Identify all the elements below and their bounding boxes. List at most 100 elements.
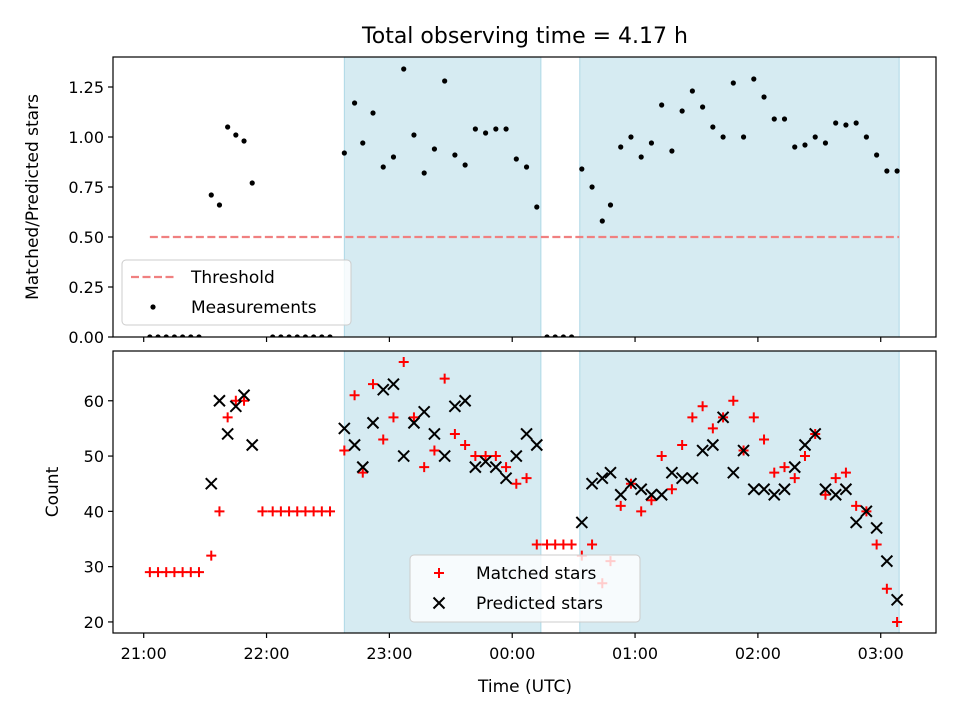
matched-star-marker	[470, 451, 481, 462]
measurements-legend-label: Measurements	[191, 298, 317, 318]
measurement-point	[874, 152, 880, 158]
measurement-point	[249, 180, 255, 186]
top-axes-frame	[112, 56, 937, 338]
matched-star-marker	[257, 506, 268, 517]
predicted-star-marker	[499, 471, 513, 485]
bottom-y-tick-label: 30	[84, 558, 104, 577]
measurements-legend-swatch	[150, 304, 156, 310]
measurement-point	[843, 122, 849, 128]
measurement-point	[163, 334, 169, 337]
measurement-point	[286, 334, 292, 337]
bottom-y-tick-label: 50	[84, 447, 104, 466]
matched-star-marker	[728, 395, 739, 406]
bottom-y-axis-label: Count	[43, 466, 63, 517]
predicted-star-marker	[624, 477, 638, 490]
measurement-point	[302, 334, 309, 337]
predicted-star-marker	[829, 488, 842, 501]
top-y-tick-label: 1.00	[68, 128, 104, 147]
top-y-tick-label: 0.25	[68, 278, 104, 297]
measurement-point	[833, 120, 839, 126]
matched-star-marker	[325, 506, 336, 517]
predicted-star-marker	[397, 449, 410, 463]
top-shaded-interval	[579, 57, 900, 337]
measurement-point	[700, 104, 706, 110]
measurement-point	[771, 116, 777, 122]
measurement-point	[853, 120, 859, 126]
matched-star-marker	[429, 445, 440, 456]
predicted-star-marker	[205, 477, 218, 490]
measurement-point	[579, 166, 585, 172]
measurement-point	[472, 126, 478, 132]
matched-star-marker	[636, 506, 647, 517]
matched-star-marker	[677, 440, 688, 450]
predicted-star-marker	[798, 438, 812, 452]
predicted-star-marker	[788, 460, 801, 474]
bottom-panel: 20 30 40 50 60 21:00 22:00 23:00 00:00 01:00 02:00…	[84, 350, 937, 663]
matched-star-marker	[368, 379, 379, 390]
matched-star-marker	[587, 539, 598, 550]
measurement-point	[730, 80, 736, 86]
measurement-point	[171, 334, 178, 337]
measurement-point	[270, 334, 276, 337]
predicted-star-marker	[237, 389, 251, 402]
measurement-point	[233, 132, 239, 138]
bottom-legend-box	[409, 554, 641, 623]
predicted-star-marker	[716, 411, 730, 424]
measurement-point	[534, 204, 540, 210]
measurement-point	[560, 334, 566, 337]
measurement-point	[822, 140, 829, 146]
matched-star-marker	[830, 473, 841, 484]
predicted-star-marker	[585, 477, 599, 490]
measurement-point	[679, 108, 685, 114]
predicted-star-marker	[614, 488, 627, 501]
matched-star-marker	[566, 539, 577, 550]
matched-star-marker	[193, 567, 204, 578]
matched-star-marker	[820, 489, 831, 500]
matched-star-marker	[349, 390, 360, 401]
measurement-point	[710, 124, 716, 130]
matched-star-marker	[521, 473, 532, 484]
predicted-star-marker	[387, 377, 400, 391]
matched-star-marker	[388, 412, 399, 423]
measurement-point	[351, 100, 358, 106]
measurement-point	[589, 184, 595, 190]
bottom-axes-frame	[112, 350, 937, 634]
predicted-star-marker	[417, 405, 431, 419]
predicted-star-marker	[839, 483, 853, 496]
matched-star-marker	[449, 428, 460, 439]
top-y-axis-label: Matched/Predicted stars	[23, 94, 43, 300]
measurement-point	[751, 76, 757, 82]
predicted-star-marker	[530, 438, 543, 452]
x-tick-label: 01:00	[612, 644, 658, 663]
predicted-star-marker	[655, 488, 668, 501]
predicted-star-marker	[458, 394, 472, 407]
measurement-point	[208, 192, 214, 198]
predicted-star-marker	[778, 483, 791, 496]
bottom-y-tick-label: 60	[84, 392, 104, 411]
matched-star-marker	[439, 373, 450, 384]
matched-star-marker	[214, 506, 225, 517]
measurement-point	[669, 148, 675, 154]
matched-star-marker	[378, 434, 389, 445]
predicted-star-marker	[356, 460, 369, 474]
x-tick-label: 23:00	[366, 644, 412, 663]
matched-star-marker	[419, 462, 430, 473]
threshold-legend-label: Threshold	[190, 268, 275, 288]
matched-star-marker	[460, 440, 471, 450]
predicted-star-marker	[737, 444, 750, 457]
measurement-point	[523, 164, 530, 170]
measurement-point	[341, 150, 347, 156]
matched-star-marker	[840, 467, 851, 478]
measurement-point	[544, 334, 550, 337]
measurement-point	[225, 124, 231, 130]
predicted-star-marker	[880, 554, 894, 568]
matched-star-marker	[339, 445, 350, 456]
matched-star-marker	[789, 473, 800, 484]
measurement-point	[311, 334, 317, 337]
matched-star-marker	[707, 423, 718, 434]
matched-star-marker	[881, 583, 892, 594]
predicted-star-marker	[407, 416, 421, 430]
predicted-star-marker	[377, 383, 390, 396]
measurement-point	[761, 94, 767, 100]
